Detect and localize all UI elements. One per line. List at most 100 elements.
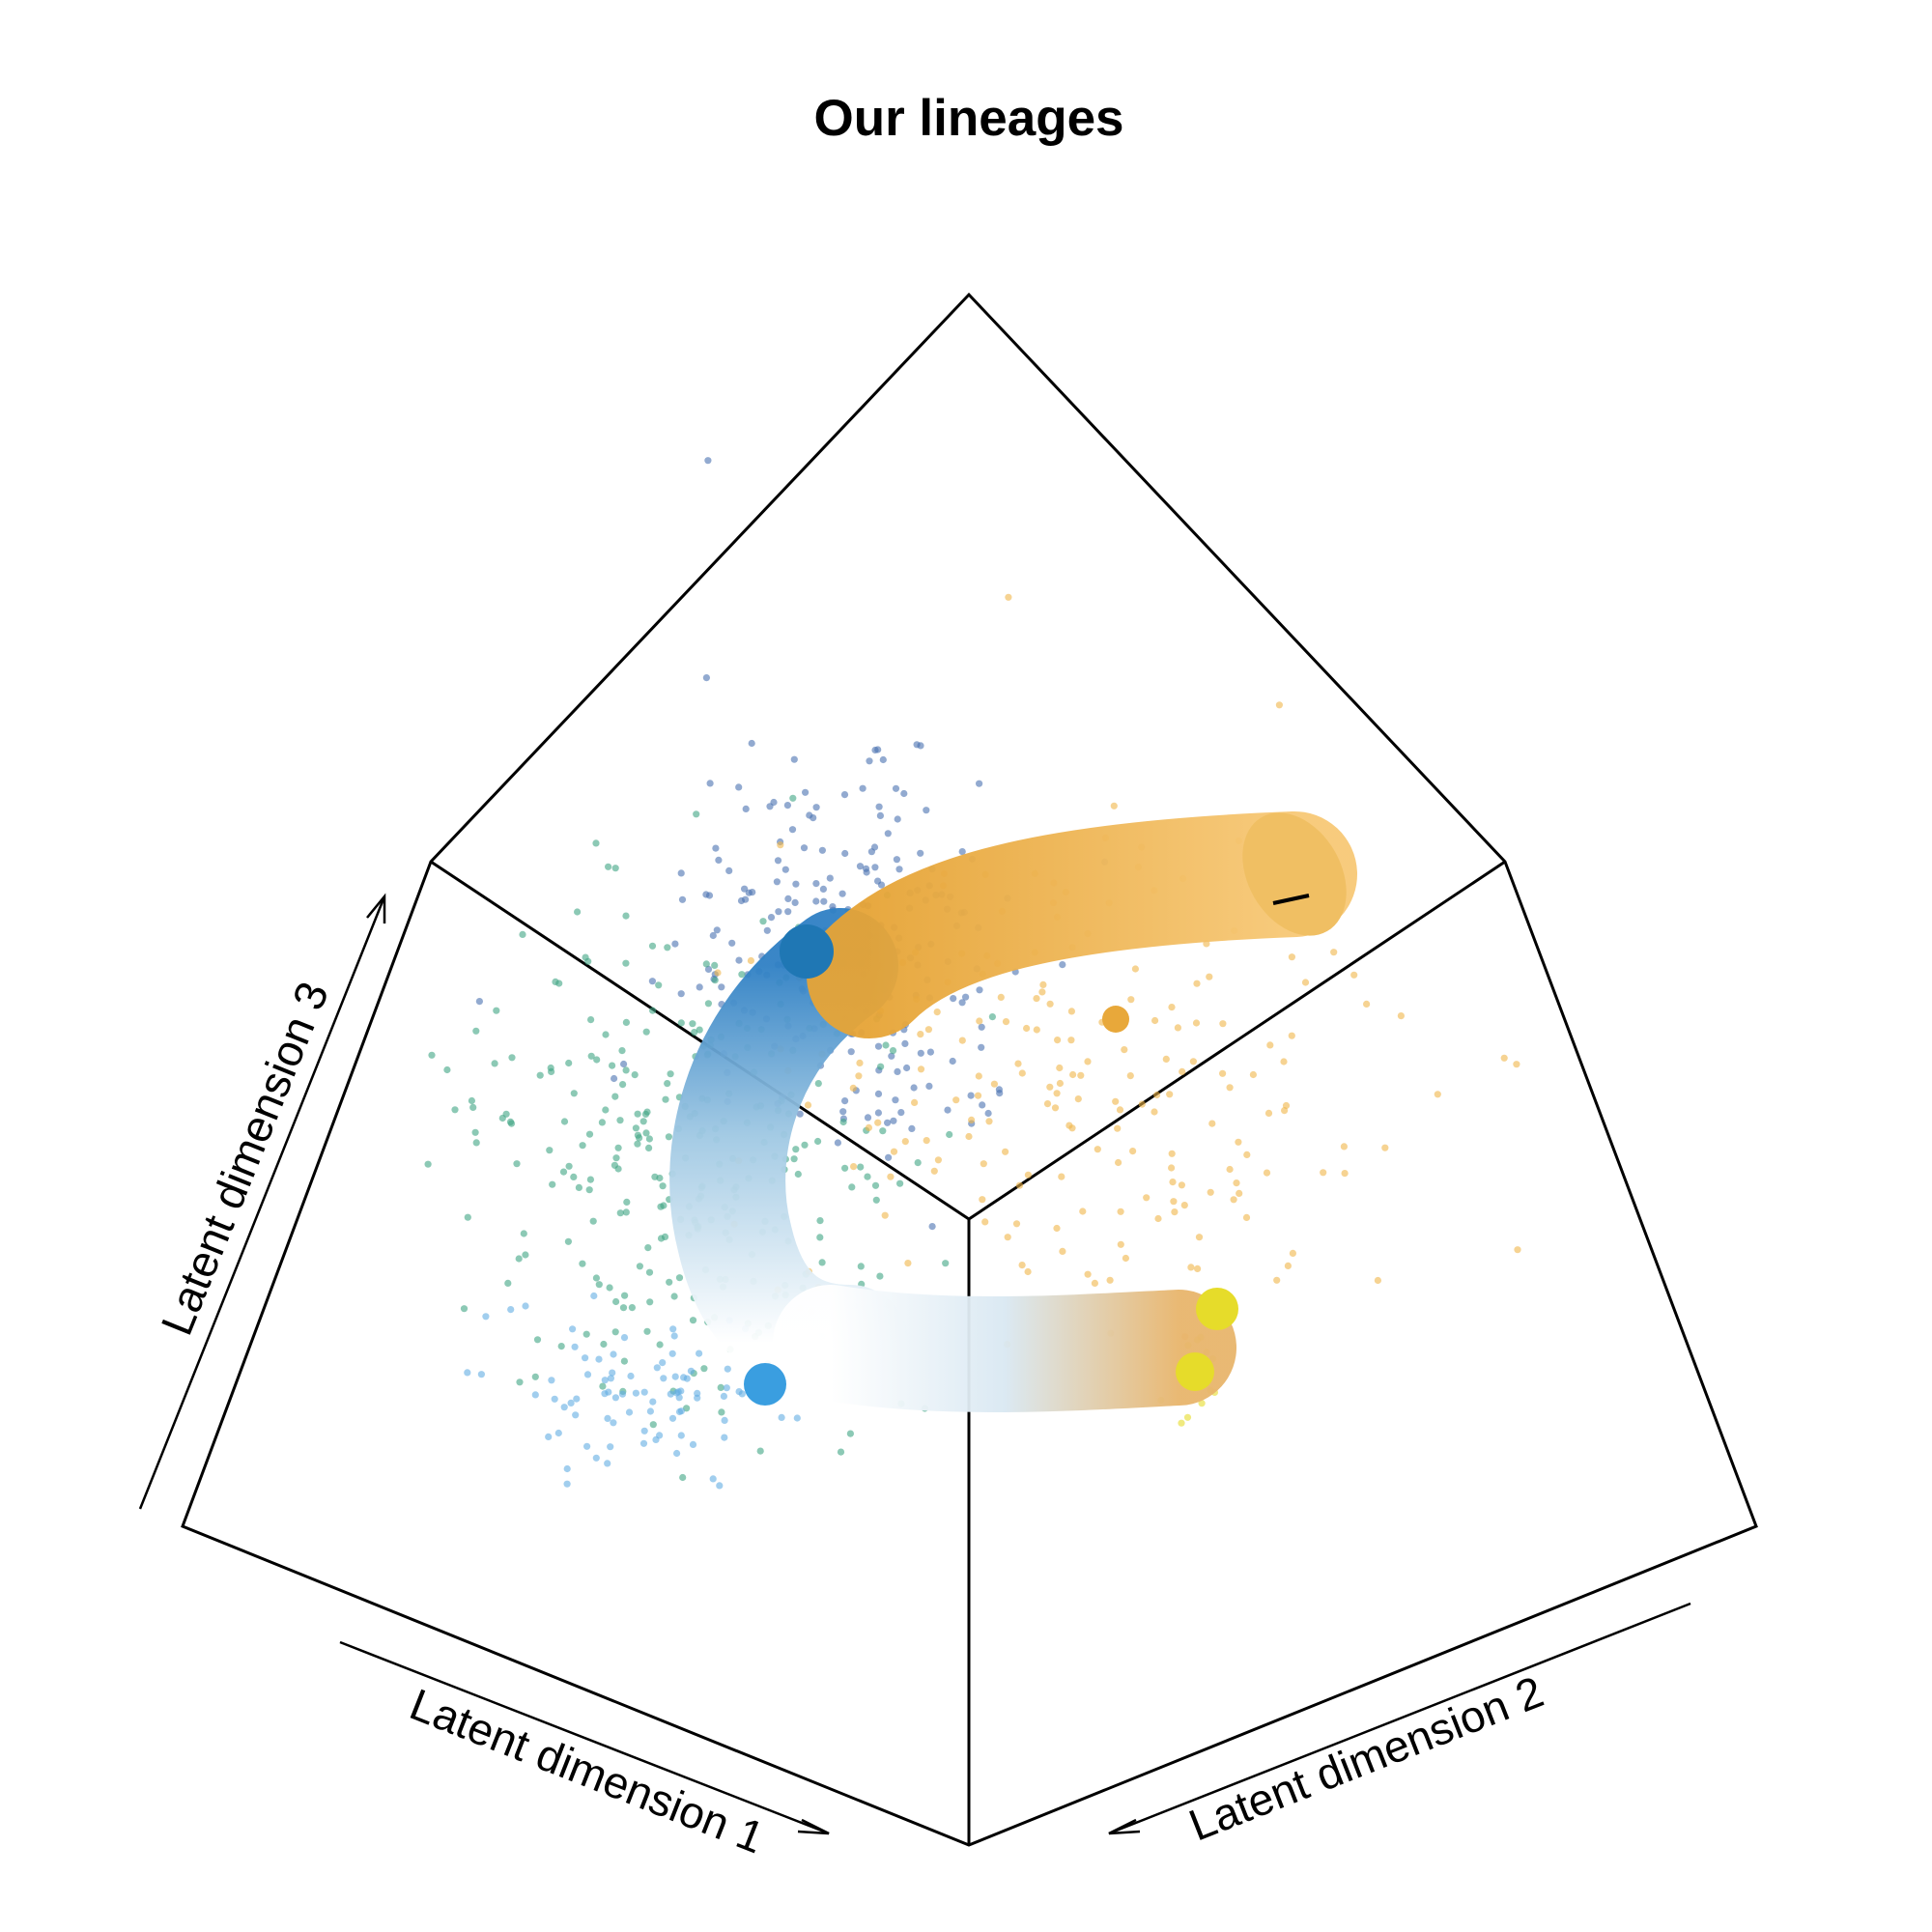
scatter-point (874, 1042, 883, 1050)
scatter-point (611, 1074, 618, 1083)
scatter-point (876, 1272, 884, 1280)
scatter-point (1288, 953, 1295, 961)
scatter-point (694, 1389, 701, 1397)
scatter-point (567, 1399, 575, 1406)
scatter-point (639, 1439, 648, 1447)
scatter-point (618, 1047, 626, 1055)
scatter-point (677, 990, 685, 998)
scatter-point (559, 1168, 568, 1176)
scatter-point (522, 1302, 529, 1310)
scatter-point (657, 1235, 666, 1242)
scatter-point (609, 1062, 616, 1069)
scatter-point (652, 1435, 660, 1443)
scatter-point (864, 1173, 871, 1180)
scatter-point (677, 1019, 685, 1027)
scatter-point (1187, 1264, 1195, 1271)
scatter-point (648, 978, 657, 985)
scatter-point (632, 1389, 640, 1397)
axis-arrowhead-dim3 (366, 893, 386, 923)
scatter-point (1131, 965, 1139, 973)
scatter-point (1320, 1169, 1327, 1177)
scatter-point (877, 1063, 885, 1070)
scatter-point (666, 1278, 673, 1286)
scatter-point (834, 1139, 842, 1147)
scatter-point (997, 993, 1005, 1001)
scatter-point (565, 1162, 573, 1170)
scatter-point (628, 1304, 637, 1312)
scatter-point (1056, 1064, 1064, 1072)
scatter-point (995, 1086, 1003, 1094)
scatter-point (778, 1413, 785, 1421)
scatter-point (1264, 1109, 1273, 1117)
scatter-point (917, 1065, 925, 1073)
scatter-point (718, 1408, 725, 1416)
scatter-point (793, 1414, 801, 1422)
scatter-point (1116, 1106, 1124, 1114)
scatter-point (1051, 1104, 1060, 1112)
scatter-point (876, 811, 885, 820)
scatter-point (717, 1383, 724, 1391)
scatter-point (990, 1080, 998, 1088)
scatter-point (622, 1018, 631, 1026)
scatter-point (668, 1350, 676, 1357)
scatter-point (545, 1433, 553, 1440)
scatter-point (632, 1124, 640, 1132)
scatter-point (531, 1391, 539, 1399)
scatter-point (1166, 1091, 1174, 1098)
scatter-point (1069, 1070, 1077, 1079)
scatter-point (872, 1196, 880, 1204)
scatter-point (1084, 1270, 1092, 1278)
scatter-point (974, 1092, 982, 1099)
scatter-point (546, 1147, 554, 1154)
scatter-point (1053, 1090, 1061, 1097)
scatter-point (735, 956, 743, 964)
scatter-point (946, 1130, 953, 1139)
scatter-point (471, 1128, 479, 1136)
lineage-center-line (1272, 894, 1310, 905)
scatter-point (579, 1142, 586, 1150)
scatter-point (1074, 1095, 1082, 1103)
scatter-point (627, 1372, 635, 1380)
scatter-point (504, 1279, 512, 1287)
scatter-point (812, 897, 820, 905)
scatter-point (1014, 1060, 1022, 1067)
scatter-point (1153, 1091, 1161, 1099)
scatter-point (667, 1390, 674, 1398)
scatter-point (759, 918, 767, 925)
scatter-point (1340, 1143, 1348, 1151)
scatter-point (1002, 1148, 1009, 1155)
scatter-point (962, 993, 970, 1001)
scatter-point (721, 1434, 728, 1441)
scatter-point (1350, 971, 1358, 979)
scatter-point (460, 1305, 469, 1313)
scatter-point (1056, 1079, 1064, 1088)
scatter-point (1115, 1158, 1122, 1167)
scatter-point (587, 1016, 595, 1024)
scatter-point (819, 885, 828, 894)
scatter-point (590, 1292, 598, 1300)
scatter-point (536, 1071, 544, 1079)
scatter-point (678, 895, 687, 903)
scatter-point (593, 1056, 601, 1064)
scatter-point (424, 1160, 432, 1168)
scatter-point (816, 1217, 824, 1225)
chart-title: Our lineages (813, 90, 1123, 147)
scatter-point (855, 1072, 863, 1080)
scatter-point (569, 1325, 577, 1333)
scatter-point (1168, 1150, 1176, 1157)
scatter-point (1189, 1058, 1197, 1065)
scatter-point (646, 1298, 654, 1306)
scatter-point (507, 1306, 515, 1314)
scatter-point (1067, 1008, 1075, 1015)
scatter-point (1206, 973, 1213, 980)
scatter-point (472, 1139, 480, 1147)
scatter-point (599, 1382, 607, 1390)
lineage-tube (807, 811, 1357, 1038)
scatter-point (702, 960, 710, 968)
scatter-point (934, 1156, 943, 1164)
scatter-point (850, 1163, 858, 1171)
scatter-point (705, 892, 714, 899)
scatter-point (583, 1442, 591, 1450)
scatter-point (841, 1097, 849, 1105)
